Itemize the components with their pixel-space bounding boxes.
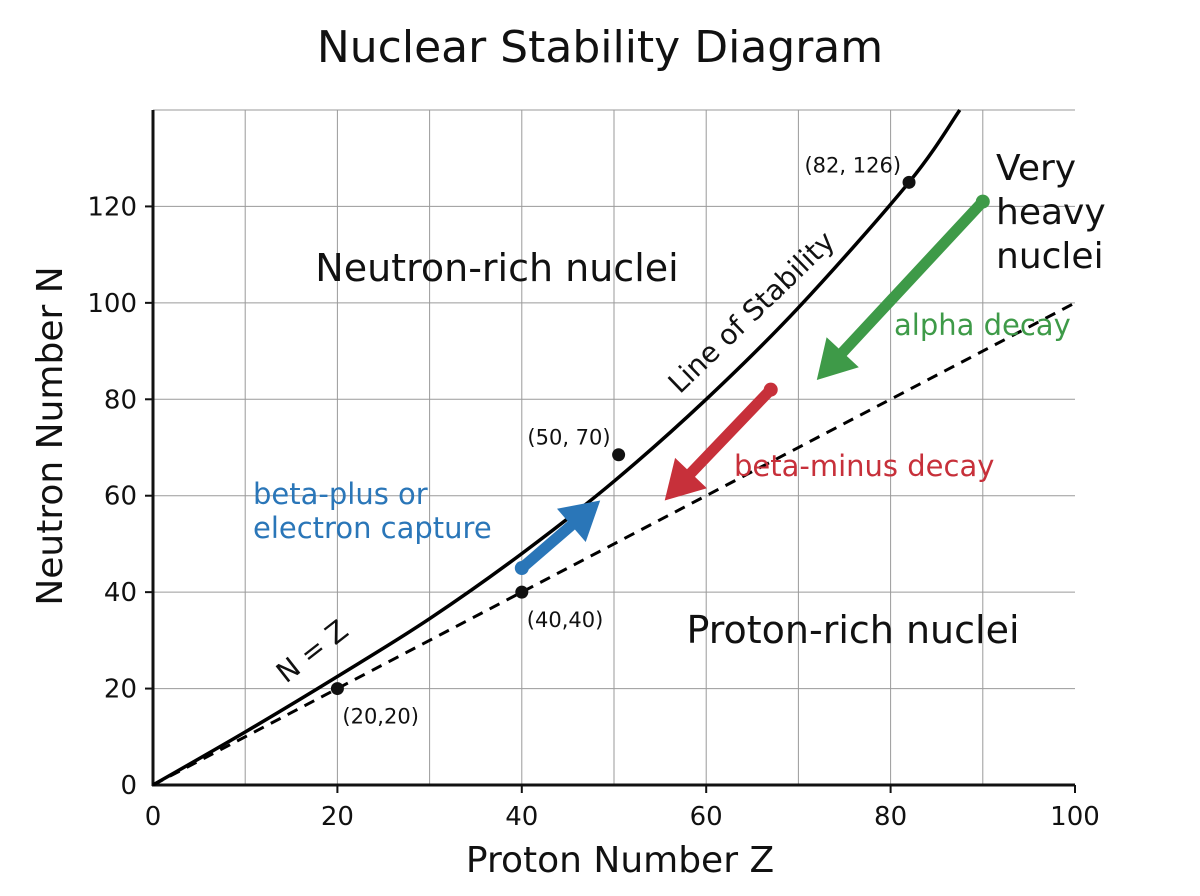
- very-heavy-nuclei-label: heavy: [996, 192, 1106, 233]
- decay-arrow-shaft: [834, 196, 989, 361]
- chart-title: Nuclear Stability Diagram: [317, 22, 883, 73]
- data-point-label: (82, 126): [804, 153, 901, 177]
- decay-arrow-dot: [514, 561, 529, 576]
- decay-arrow-label: alpha decay: [894, 308, 1071, 342]
- n-equals-z-line: [152, 301, 1076, 787]
- decay-arrow-shaft: [516, 517, 580, 574]
- y-tick-label: 80: [104, 385, 137, 415]
- data-point: [612, 448, 626, 462]
- grid: [153, 109, 1075, 785]
- decay-arrow-label: beta-minus decay: [734, 449, 994, 483]
- x-axis-title: Proton Number Z: [466, 840, 774, 881]
- points-layer: (20,20) (40,40) (50, 70) (82, 126): [330, 153, 916, 729]
- y-tick-label: 0: [120, 771, 137, 801]
- decay-arrow-dot: [975, 194, 990, 209]
- decay-arrow-head: [664, 457, 707, 501]
- x-tick-label: 40: [505, 802, 538, 832]
- decay-arrow-head: [557, 500, 601, 542]
- decay-arrow-head: [816, 337, 859, 380]
- decay-arrow-label: beta-plus or: [253, 477, 428, 511]
- x-tick-label: 60: [690, 802, 723, 832]
- axes: [151, 110, 1075, 787]
- data-point-label: (40,40): [527, 608, 604, 632]
- data-point-label: (20,20): [342, 705, 419, 729]
- data-point-label: (50, 70): [527, 426, 610, 450]
- neutron-rich-region-label: Neutron-rich nuclei: [315, 246, 678, 290]
- x-tick-label: 0: [145, 802, 162, 832]
- y-tick-label: 120: [87, 192, 137, 222]
- tick-labels: 0 20 40 60 80 100 0 20 40 60 80 100 120: [87, 192, 1099, 832]
- decay-arrow-dot: [763, 382, 778, 397]
- y-axis-title: Neutron Number N: [30, 266, 71, 605]
- x-tick-label: 100: [1050, 802, 1100, 832]
- very-heavy-nuclei-label: Very: [996, 148, 1076, 189]
- very-heavy-nuclei-label: nuclei: [996, 236, 1104, 277]
- data-point: [902, 175, 916, 189]
- y-tick-label: 100: [87, 289, 137, 319]
- y-tick-label: 40: [104, 578, 137, 608]
- proton-rich-region-label: Proton-rich nuclei: [686, 608, 1019, 652]
- decay-arrow-label: electron capture: [253, 511, 492, 545]
- x-tick-label: 20: [321, 802, 354, 832]
- data-point: [515, 585, 529, 599]
- y-tick-label: 20: [104, 675, 137, 705]
- data-point: [330, 682, 344, 696]
- x-tick-label: 80: [874, 802, 907, 832]
- decay-arrow-shaft: [682, 384, 777, 482]
- y-tick-label: 60: [104, 482, 137, 512]
